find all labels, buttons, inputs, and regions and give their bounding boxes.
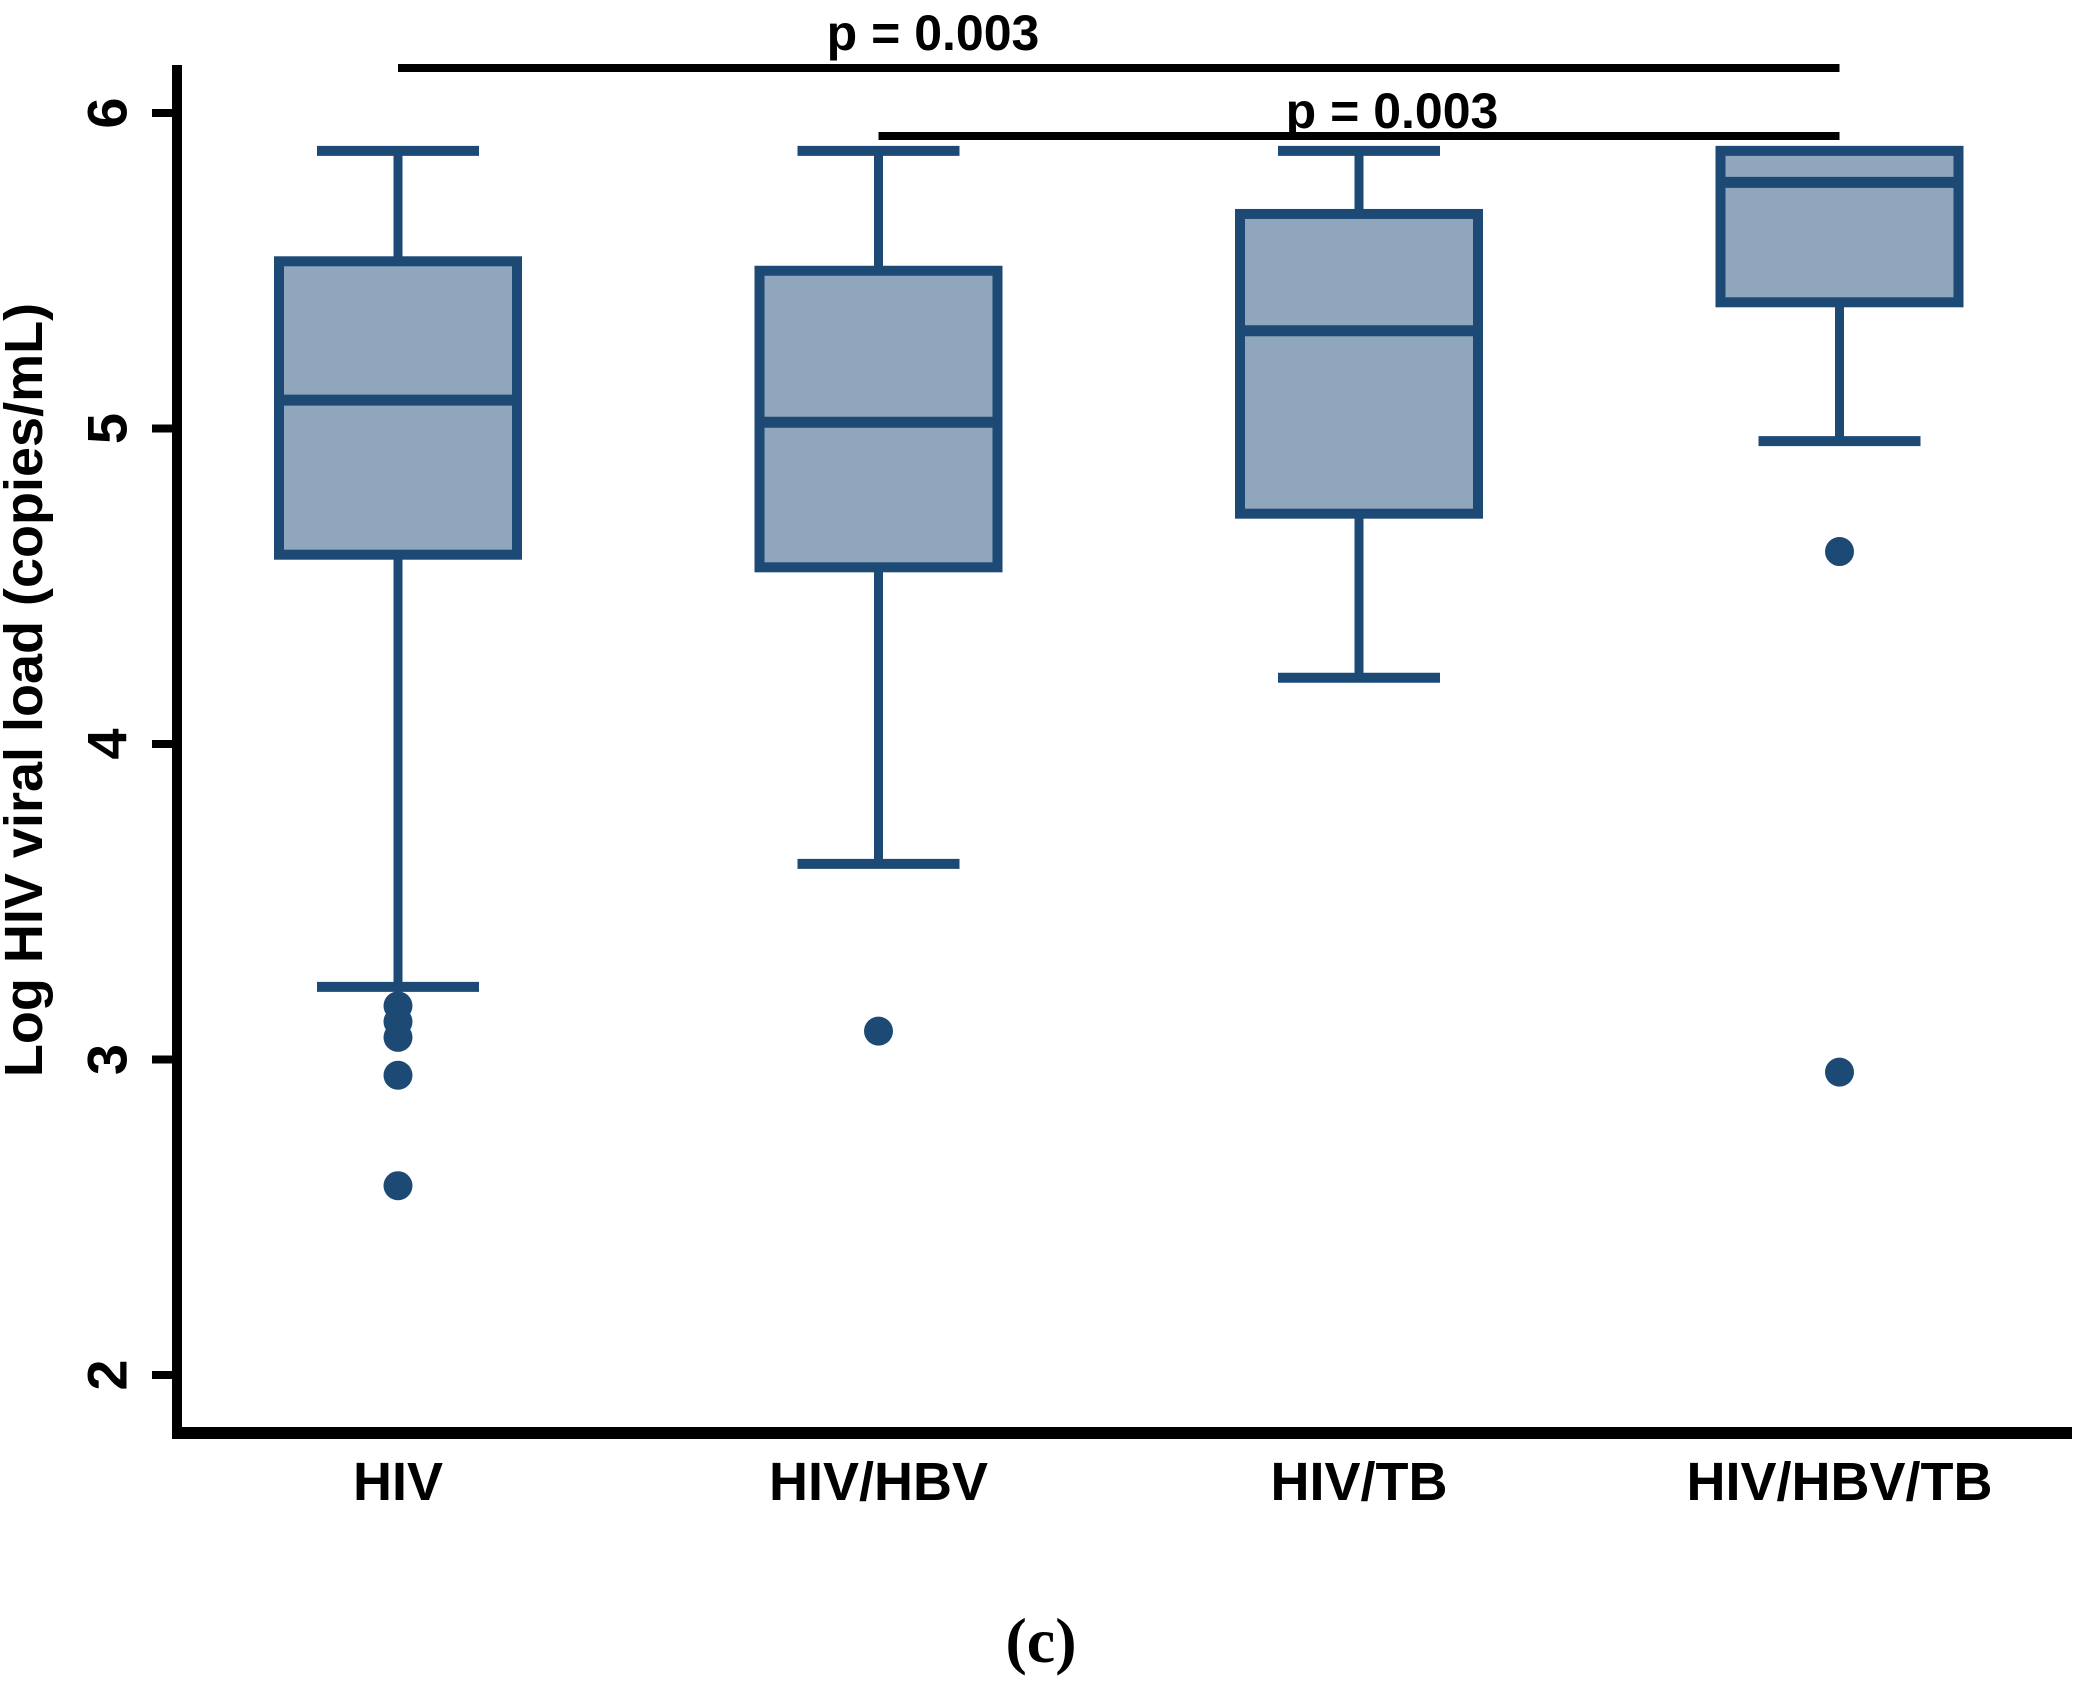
y-tick-label-5: 5 bbox=[76, 413, 139, 444]
box-hiv bbox=[274, 256, 522, 560]
axis-layer: 6 5 4 3 2 HIV HIV/HBV HIV/TB HIV/HBV/TB bbox=[76, 65, 2072, 1512]
significance-label-2: p = 0.003 bbox=[1286, 83, 1499, 139]
outlier-hiv-3 bbox=[383, 1022, 413, 1052]
significance-layer: p = 0.003 p = 0.003 bbox=[398, 5, 1840, 140]
outlier-hiv-hbv-tb-1 bbox=[1825, 537, 1854, 567]
outlier-hiv-hbv-1 bbox=[864, 1016, 893, 1046]
x-label-hiv-hbv: HIV/HBV bbox=[769, 1452, 988, 1512]
x-label-hiv: HIV bbox=[353, 1452, 443, 1512]
box-layer bbox=[274, 145, 1964, 1201]
y-tick-label-3: 3 bbox=[76, 1044, 139, 1075]
y-tick-label-2: 2 bbox=[76, 1359, 139, 1390]
outlier-hiv-5 bbox=[383, 1171, 413, 1201]
box-hiv-tb bbox=[1235, 208, 1483, 519]
y-tick-label-4: 4 bbox=[76, 728, 139, 759]
outlier-hiv-4 bbox=[383, 1060, 413, 1090]
x-label-hiv-tb: HIV/TB bbox=[1270, 1452, 1447, 1512]
box-hiv-hbv-tb bbox=[1715, 145, 1964, 308]
outlier-hiv-hbv-tb-2 bbox=[1825, 1057, 1854, 1087]
y-axis-title: Log HIV viral load (copies/mL) bbox=[0, 303, 54, 1077]
x-label-hiv-hbv-tb: HIV/HBV/TB bbox=[1686, 1452, 1992, 1512]
figure-caption: (c) bbox=[1005, 1605, 1076, 1676]
significance-label-1: p = 0.003 bbox=[827, 5, 1040, 61]
y-tick-label-6: 6 bbox=[76, 97, 139, 128]
